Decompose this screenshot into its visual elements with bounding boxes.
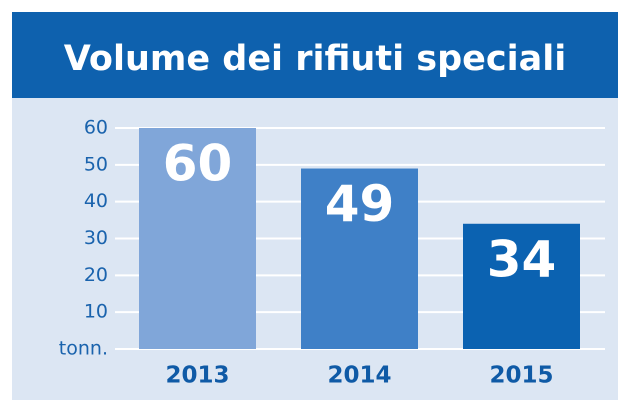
y-tick-label: 10 <box>84 301 108 323</box>
x-tick-label: 2013 <box>165 363 229 389</box>
x-tick-label: 2015 <box>489 363 553 389</box>
data-label: 60 <box>163 135 233 193</box>
bar <box>301 168 418 349</box>
y-tick-label: 50 <box>84 153 108 175</box>
y-tick-label: tonn. <box>59 338 108 360</box>
bar <box>139 128 256 349</box>
data-label: 49 <box>325 175 395 233</box>
y-tick-label: 20 <box>84 264 108 286</box>
y-tick-label: 60 <box>84 117 108 139</box>
chart-title: Volume dei rifiuti speciali <box>64 39 567 79</box>
x-tick-label: 2014 <box>327 363 391 389</box>
y-tick-label: 30 <box>84 227 108 249</box>
bar <box>463 223 580 349</box>
y-tick-label: 40 <box>84 190 108 212</box>
header <box>12 12 618 98</box>
data-label: 34 <box>487 230 557 288</box>
